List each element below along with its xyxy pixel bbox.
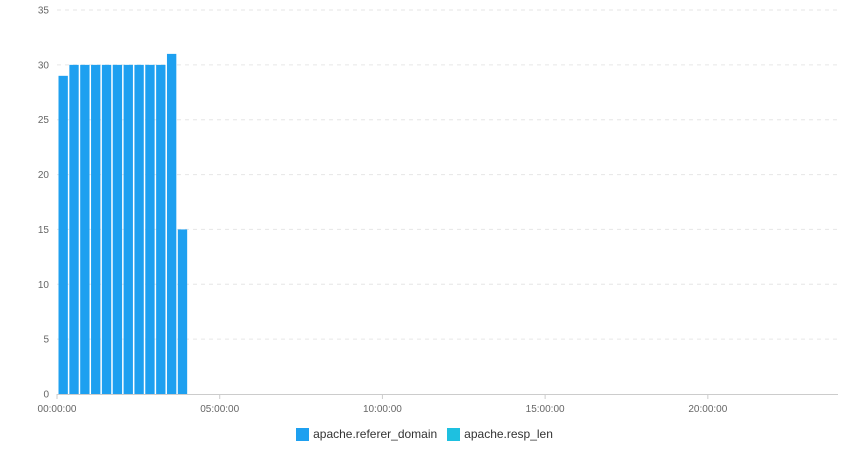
bar-segment[interactable] xyxy=(134,64,144,394)
bar-segment[interactable] xyxy=(156,64,166,394)
legend-item[interactable]: apache.referer_domain xyxy=(296,427,437,441)
bar-segment[interactable] xyxy=(123,64,133,394)
y-tick-label: 35 xyxy=(38,6,50,17)
y-axis-ticks: 0 5 10 15 20 25 30 35 xyxy=(38,6,50,401)
bar-segment[interactable] xyxy=(112,64,123,394)
bar-segment[interactable] xyxy=(145,64,155,394)
y-tick-label: 10 xyxy=(38,280,50,291)
bar-segment[interactable] xyxy=(177,229,188,394)
x-tick-label: 15:00:00 xyxy=(526,404,565,415)
x-tick-label: 05:00:00 xyxy=(200,404,239,415)
y-tick-label: 20 xyxy=(38,170,50,181)
bar-segment[interactable] xyxy=(80,64,90,394)
bar-segment[interactable] xyxy=(91,64,101,394)
bar-series xyxy=(58,53,188,395)
bar-segment[interactable] xyxy=(166,53,177,395)
legend-swatch xyxy=(296,427,310,441)
y-tick-label: 0 xyxy=(43,390,49,401)
x-tick-label: 20:00:00 xyxy=(688,404,727,415)
y-tick-label: 15 xyxy=(38,225,50,236)
y-tick-label: 25 xyxy=(38,115,50,126)
bar-segment[interactable] xyxy=(101,64,112,394)
y-tick-label: 5 xyxy=(43,335,49,346)
legend-label: apache.resp_len xyxy=(464,427,553,441)
bar-segment[interactable] xyxy=(69,64,79,394)
y-tick-label: 30 xyxy=(38,60,50,71)
x-axis-ticks: 00:00:00 05:00:00 10:00:00 15:00:00 20:00:00 xyxy=(38,394,728,415)
legend-item[interactable]: apache.resp_len xyxy=(447,427,553,441)
bar-segment[interactable] xyxy=(58,75,68,394)
legend-swatch xyxy=(447,427,461,441)
x-tick-label: 10:00:00 xyxy=(363,404,402,415)
legend-label: apache.referer_domain xyxy=(313,427,438,441)
legend: apache.referer_domain apache.resp_len xyxy=(0,427,849,441)
x-tick-label: 00:00:00 xyxy=(38,404,77,415)
